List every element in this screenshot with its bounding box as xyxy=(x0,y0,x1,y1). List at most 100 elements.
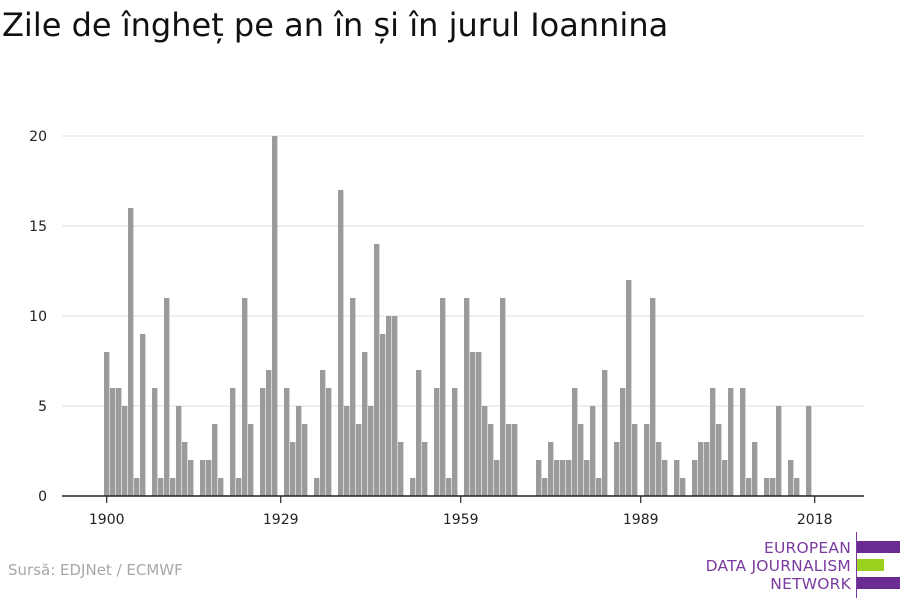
logo-text-line-2: DATA JOURNALISM xyxy=(705,557,851,575)
bar-chart: 0 5 10 15 20 1900 1929 1959 1989 2018 xyxy=(29,129,864,528)
bar-1941 xyxy=(350,298,356,496)
bar-1996 xyxy=(680,478,686,496)
edjnet-logo: EUROPEAN DATA JOURNALISM NETWORK xyxy=(700,532,900,598)
bar-1903 xyxy=(122,406,128,496)
y-tick-label-20: 20 xyxy=(29,129,47,145)
bar-1916 xyxy=(200,460,206,496)
bar-1991 xyxy=(650,298,656,496)
bar-1956 xyxy=(440,298,446,496)
bar-2014 xyxy=(788,460,794,496)
bar-1944 xyxy=(368,406,374,496)
bar-1905 xyxy=(134,478,140,496)
bar-1900 xyxy=(104,352,110,496)
bar-1957 xyxy=(446,478,452,496)
bar-1979 xyxy=(578,424,584,496)
bar-1953 xyxy=(422,442,428,496)
bar-2001 xyxy=(710,388,716,496)
bar-1914 xyxy=(188,460,194,496)
y-tick-label-15: 15 xyxy=(29,219,47,235)
bar-1943 xyxy=(362,352,368,496)
bar-1951 xyxy=(410,478,416,496)
bar-2003 xyxy=(722,460,728,496)
bar-1985 xyxy=(614,442,620,496)
bar-1988 xyxy=(632,424,638,496)
bar-1937 xyxy=(326,388,332,496)
logo-block-purple-top xyxy=(857,541,900,553)
bar-1922 xyxy=(236,478,242,496)
bar-2006 xyxy=(740,388,746,496)
bar-1910 xyxy=(164,298,170,496)
bar-1949 xyxy=(398,442,404,496)
chart-title: Zile de îngheț pe an în și în jurul Ioan… xyxy=(2,6,669,44)
bar-1904 xyxy=(128,208,134,496)
bar-2011 xyxy=(770,478,776,496)
bar-1909 xyxy=(158,478,164,496)
bar-1976 xyxy=(560,460,566,496)
bar-1952 xyxy=(416,370,422,496)
bar-1998 xyxy=(692,460,698,496)
bar-1932 xyxy=(296,406,302,496)
bar-1963 xyxy=(482,406,488,496)
bar-1942 xyxy=(356,424,362,496)
bar-2007 xyxy=(746,478,752,496)
bar-1923 xyxy=(242,298,248,496)
logo-text-line-1: EUROPEAN xyxy=(763,539,851,557)
bar-2004 xyxy=(728,388,734,496)
bar-1966 xyxy=(500,298,506,496)
bar-1933 xyxy=(302,424,308,496)
bar-1918 xyxy=(212,424,218,496)
bar-1926 xyxy=(260,388,266,496)
logo-block-green xyxy=(857,559,884,571)
bar-1974 xyxy=(548,442,554,496)
bar-1919 xyxy=(218,478,224,496)
bar-1911 xyxy=(170,478,176,496)
bar-2012 xyxy=(776,406,782,496)
bar-1975 xyxy=(554,460,560,496)
bar-2015 xyxy=(794,478,800,496)
bar-2000 xyxy=(704,442,710,496)
bar-1948 xyxy=(392,316,398,496)
bar-1978 xyxy=(572,388,578,496)
bar-2010 xyxy=(764,478,770,496)
bar-2002 xyxy=(716,424,722,496)
bar-1940 xyxy=(344,406,350,496)
bar-1960 xyxy=(464,298,470,496)
x-tick-label-2018: 2018 xyxy=(797,512,833,528)
bar-1902 xyxy=(116,388,122,496)
bar-1906 xyxy=(140,334,146,496)
y-axis-ticks: 0 5 10 15 20 xyxy=(29,129,47,505)
y-tick-label-0: 0 xyxy=(38,489,47,505)
bar-1921 xyxy=(230,388,236,496)
bar-1962 xyxy=(476,352,482,496)
bar-1990 xyxy=(644,424,650,496)
bar-1936 xyxy=(320,370,326,496)
bar-1931 xyxy=(290,442,296,496)
bar-1935 xyxy=(314,478,320,496)
bar-1964 xyxy=(488,424,494,496)
bar-1965 xyxy=(494,460,500,496)
bar-1946 xyxy=(380,334,386,496)
bar-1928 xyxy=(272,136,278,496)
bar-1961 xyxy=(470,352,476,496)
logo-text-line-3: NETWORK xyxy=(770,575,851,593)
bar-1924 xyxy=(248,424,254,496)
bar-1982 xyxy=(596,478,602,496)
bar-1967 xyxy=(506,424,512,496)
bar-1999 xyxy=(698,442,704,496)
bar-1987 xyxy=(626,280,632,496)
logo-divider xyxy=(856,532,857,598)
bar-1939 xyxy=(338,190,344,496)
y-tick-label-5: 5 xyxy=(38,399,47,415)
x-axis-ticks: 1900 1929 1959 1989 2018 xyxy=(89,496,833,528)
bar-1983 xyxy=(602,370,608,496)
bar-1947 xyxy=(386,316,392,496)
bar-1955 xyxy=(434,388,440,496)
bar-1981 xyxy=(590,406,596,496)
source-note: Sursă: EDJNet / ECMWF xyxy=(8,561,183,579)
bar-1912 xyxy=(176,406,182,496)
bar-1930 xyxy=(284,388,290,496)
bar-1945 xyxy=(374,244,380,496)
bar-1986 xyxy=(620,388,626,496)
bar-1917 xyxy=(206,460,212,496)
gridlines xyxy=(62,135,864,407)
